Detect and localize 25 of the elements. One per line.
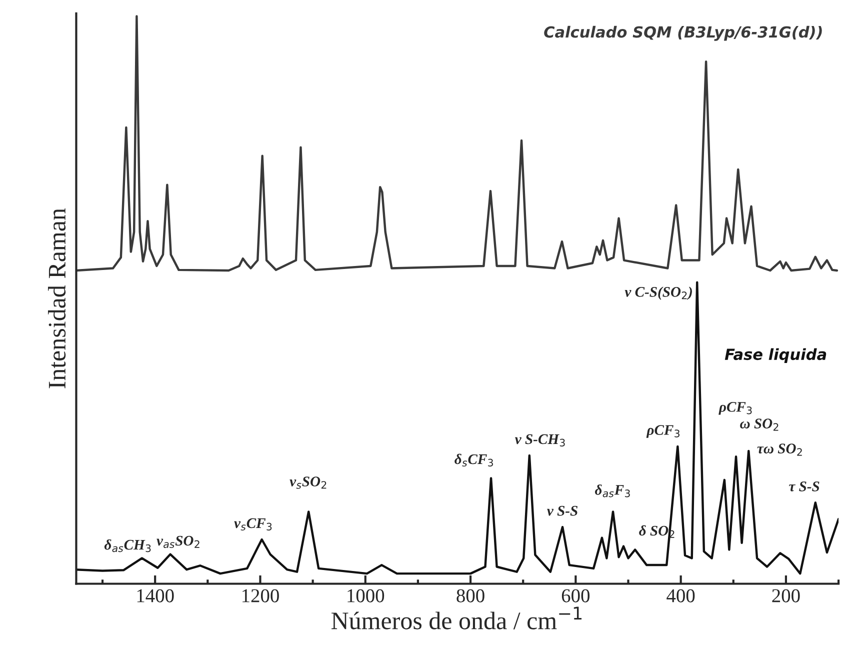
x-tick-label: 1000	[348, 589, 384, 602]
x-tick-label: 1200	[242, 589, 279, 602]
annotation: ω SO$_{2}$	[740, 418, 778, 431]
annotation: ν$_{s}$CF$_{3}$	[234, 518, 272, 530]
annotation: δ$_{as}$CH$_{3}$	[104, 539, 151, 552]
annotation: δ$_{as}$F$_{3}$	[594, 484, 630, 498]
annotation: ρCF$_{3}$	[718, 402, 752, 415]
x-tick-label: 1400	[137, 589, 174, 602]
series-label: Fase liquida	[724, 348, 826, 364]
annotation: τ S-S	[788, 482, 820, 492]
annotation: τω SO$_{2}$	[757, 444, 802, 456]
text: Calculado SQM (B3Lyp/6-31G(d))	[544, 26, 822, 41]
annotation: ν S-S	[547, 506, 578, 516]
x-tick-label: 600	[562, 589, 590, 602]
annotation: ν$_{as}$SO$_{2}$	[156, 536, 200, 548]
annotation: ρCF$_{3}$	[646, 425, 680, 438]
x-tick-label: 200	[772, 589, 800, 602]
annotation: δ$_{s}$CF$_{3}$	[454, 454, 493, 467]
x-axis-title: Números de onda / cm$^{−1}$	[331, 606, 582, 630]
x-tick-label: 800	[456, 589, 484, 602]
annotation: ν S-CH$_{3}$	[514, 434, 565, 446]
y-axis-title: Intensidad Raman	[48, 208, 66, 388]
x-tick-label: 400	[666, 589, 695, 602]
annotation: ν$_{s}$SO$_{2}$	[290, 476, 326, 489]
annotation: ν C-S(SO$_{2}$)	[624, 286, 692, 300]
